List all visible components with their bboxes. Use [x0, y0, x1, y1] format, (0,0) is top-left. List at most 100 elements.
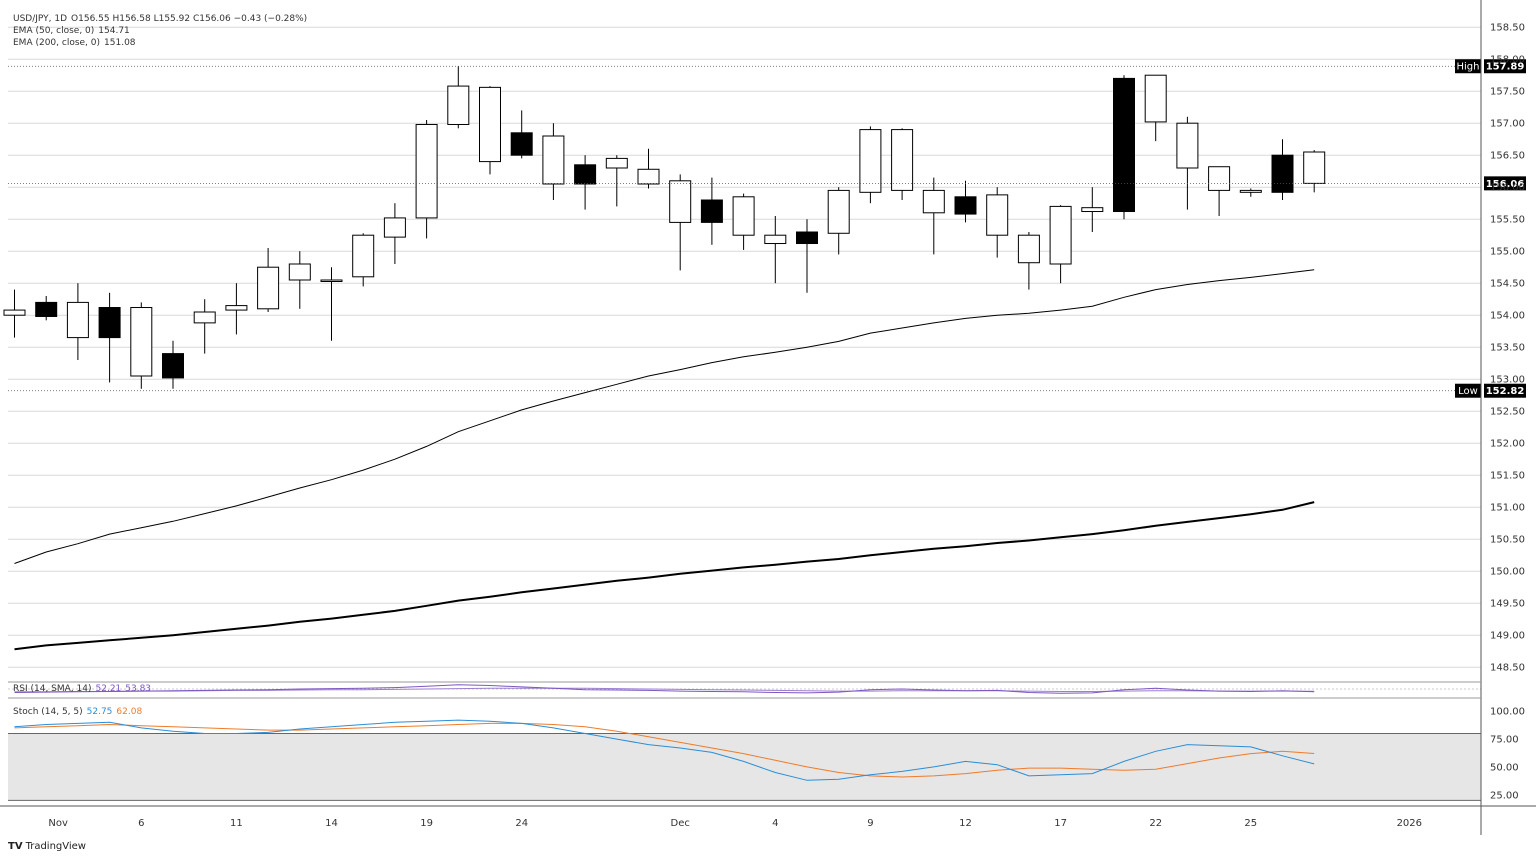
price-tick-label: 154.50	[1490, 279, 1525, 290]
candle-body	[288, 263, 311, 281]
candle-body	[447, 85, 470, 125]
tradingview-footer[interactable]: TV TradingView	[8, 841, 86, 852]
marker-value-box	[1484, 383, 1526, 398]
marker-value: 157.89	[1486, 62, 1525, 73]
candle	[35, 296, 58, 321]
candle	[891, 128, 914, 200]
candle-body	[257, 266, 280, 310]
marker-label: High	[1457, 62, 1480, 73]
symbol-line: USD/JPY, 1D O156.55 H156.58 L155.92 C156.…	[13, 13, 311, 25]
candle	[1176, 116, 1199, 210]
candle	[383, 203, 406, 264]
candle-body	[1176, 122, 1199, 169]
candle-body	[510, 132, 533, 156]
candle	[859, 126, 882, 204]
candle	[1303, 150, 1326, 193]
candle	[1239, 188, 1262, 197]
price-tick-label: 150.00	[1490, 567, 1525, 578]
ema200-legend[interactable]: EMA (200, close, 0) 151.08	[13, 37, 311, 49]
candle-body	[130, 307, 153, 377]
time-tick-label: 6	[138, 818, 144, 829]
time-tick-label: 22	[1149, 818, 1162, 829]
stoch-tick-label: 100.00	[1490, 707, 1525, 718]
candle-body	[1081, 207, 1104, 213]
candle	[986, 187, 1009, 258]
marker-label: Low	[1458, 386, 1478, 397]
candle-body	[98, 307, 121, 339]
candle	[637, 148, 660, 189]
marker-value: 152.82	[1486, 386, 1525, 397]
stoch-d-series	[14, 722, 1315, 778]
candle-body	[162, 353, 184, 379]
time-tick-label: 12	[959, 818, 972, 829]
marker-tag	[1455, 59, 1481, 74]
ema200-series	[14, 501, 1315, 651]
price-tick-label: 150.50	[1490, 535, 1525, 546]
candle-body	[859, 129, 882, 193]
price-tick-label: 151.50	[1490, 471, 1525, 482]
candle	[415, 120, 438, 239]
ema50-legend[interactable]: EMA (50, close, 0) 154.71	[13, 25, 311, 37]
candle	[796, 219, 818, 293]
candle	[827, 187, 850, 255]
candle	[1271, 139, 1294, 200]
marker-value: 156.06	[1486, 179, 1525, 190]
price-tick-label: 154.00	[1490, 311, 1525, 322]
stoch-k-value: 52.75	[86, 707, 113, 717]
candle-body	[574, 164, 597, 185]
candle	[288, 251, 311, 309]
stoch-legend[interactable]: Stoch (14, 5, 5) 52.75 62.08	[13, 706, 146, 718]
candle	[162, 340, 184, 389]
chart-legend: USD/JPY, 1D O156.55 H156.58 L155.92 C156.…	[13, 13, 311, 49]
marker-value-box	[1484, 176, 1526, 191]
price-markers: High 157.89 Low 152.82 156.06	[8, 59, 1526, 398]
candle-body	[542, 135, 565, 185]
ema50-line	[14, 269, 1315, 564]
symbol-label[interactable]: USD/JPY, 1D	[13, 14, 68, 24]
price-tick-label: 158.50	[1490, 23, 1525, 34]
candle-body	[66, 301, 89, 339]
price-tick-label: 148.50	[1490, 663, 1525, 674]
brand-name: TradingView	[25, 841, 86, 852]
candle	[922, 177, 945, 255]
ema50-value: 154.71	[98, 26, 130, 36]
rsi-value: 52.21	[95, 684, 122, 694]
ema50-series	[14, 269, 1315, 564]
price-tick-label: 149.50	[1490, 599, 1525, 610]
ema200-label: EMA (200, close, 0)	[13, 38, 101, 48]
axes: 158.50 158.00 157.50 157.00 156.50 156.00 155.…	[0, 0, 1536, 835]
candle-body	[1113, 77, 1135, 213]
price-tick-label: 153.00	[1490, 375, 1525, 386]
candle-body	[637, 168, 660, 185]
candle-body	[700, 199, 723, 223]
candle	[1208, 166, 1231, 216]
candle	[66, 283, 89, 360]
candle	[447, 66, 470, 129]
ema50-label: EMA (50, close, 0)	[13, 26, 95, 36]
stoch-d-value: 62.08	[116, 707, 143, 717]
time-tick-label: 19	[420, 818, 433, 829]
time-tick-label: 4	[772, 818, 778, 829]
time-tick-label: 2026	[1397, 818, 1422, 829]
price-tick-label: 157.50	[1490, 87, 1525, 98]
candle	[1144, 74, 1167, 142]
price-tick-label: 153.50	[1490, 343, 1525, 354]
price-tick-label: 155.50	[1490, 215, 1525, 226]
time-tick-label: 11	[230, 818, 243, 829]
rsi-label: RSI (14, SMA, 14)	[13, 684, 92, 694]
candle	[574, 155, 597, 210]
ohlc-values: O156.55 H156.58 L155.92 C156.06 −0.43 (−…	[71, 14, 308, 24]
candle	[510, 110, 533, 159]
candle-body	[1239, 189, 1262, 193]
candlesticks[interactable]	[3, 66, 1326, 389]
stoch-tick-label: 75.00	[1490, 735, 1519, 746]
stoch-panel	[8, 719, 1481, 801]
time-tick-label: Dec	[671, 818, 690, 829]
stoch-tick-label: 50.00	[1490, 762, 1519, 773]
stoch-tick-label: 25.00	[1490, 790, 1519, 801]
time-tick-label: Nov	[48, 818, 68, 829]
ema200-value: 151.08	[104, 38, 136, 48]
rsi-legend[interactable]: RSI (14, SMA, 14) 52.21 53.83	[13, 683, 155, 695]
price-tick-label: 152.50	[1490, 407, 1525, 418]
